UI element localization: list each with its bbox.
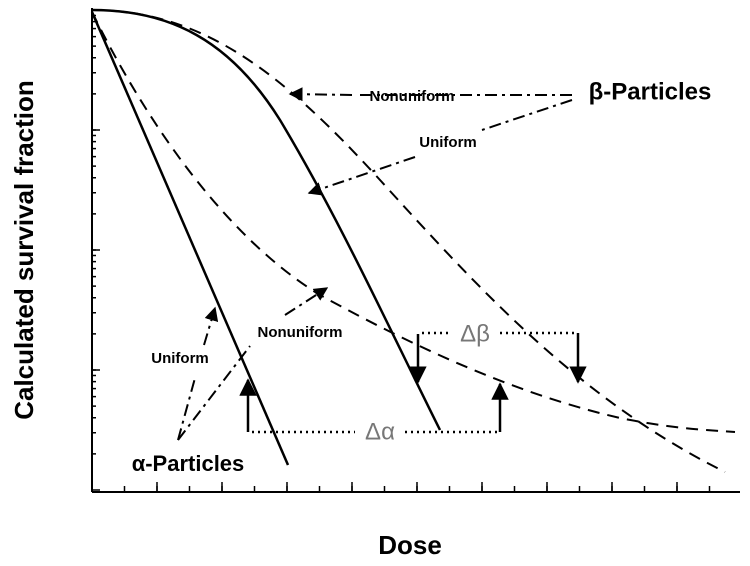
annotation: Nonuniform (258, 324, 343, 341)
alpha-nonuniform-curve (91, 11, 736, 433)
pointer (309, 99, 573, 193)
annotation: α-Particles (132, 451, 245, 476)
axes (91, 8, 740, 493)
annotation: Uniform (419, 134, 477, 151)
beta-uniform-curve (91, 8, 442, 431)
y-axis-label: Calculated survival fraction (9, 80, 39, 420)
pointer (177, 288, 327, 441)
pointer (177, 308, 215, 441)
annotation: β-Particles (589, 78, 712, 105)
beta-nonuniform-curve (91, 9, 726, 473)
pointers (177, 87, 573, 441)
pointer (288, 87, 353, 102)
annotation: Nonuniform (370, 88, 455, 105)
x-axis-label: Dose (378, 530, 442, 560)
annotation: Δβ (460, 320, 490, 347)
deltas (239, 331, 587, 434)
ticks (91, 14, 711, 492)
annotation: Uniform (151, 350, 209, 367)
annotation: Δα (365, 418, 395, 445)
